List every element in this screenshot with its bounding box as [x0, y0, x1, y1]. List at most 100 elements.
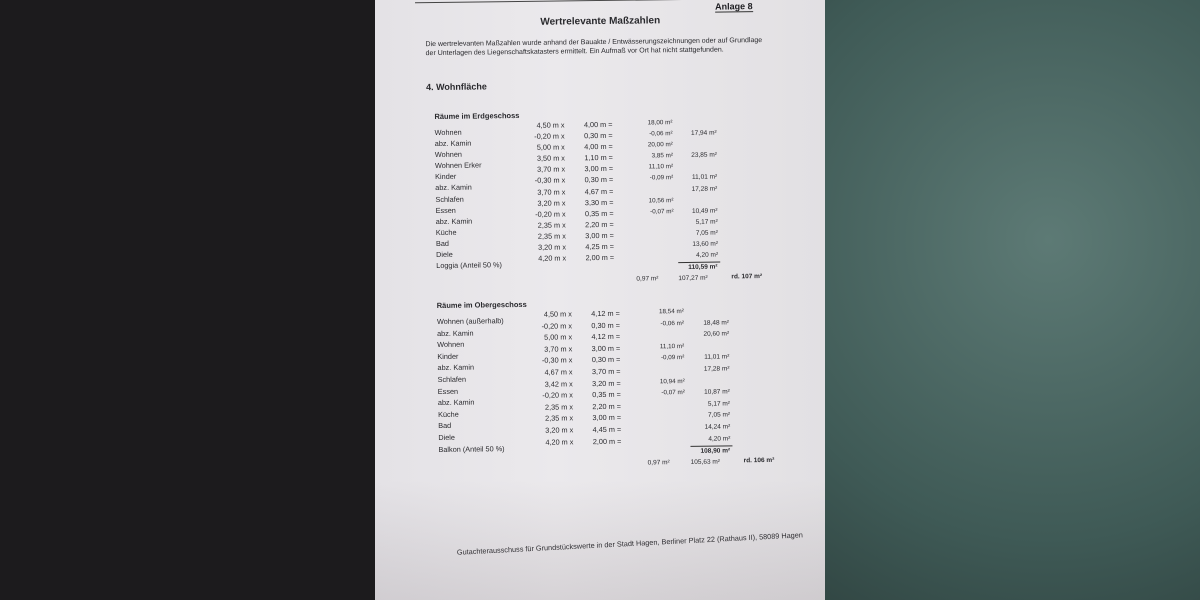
room-area: 5,17 m² [695, 218, 718, 226]
page-title: Wertrelevante Maßzahlen [540, 15, 661, 28]
width: 4,12 m = [591, 331, 621, 342]
length: 2,35 m x [545, 413, 574, 424]
width: 2,20 m = [592, 401, 622, 411]
length: 4,20 m x [538, 253, 567, 263]
width: 4,67 m = [584, 186, 614, 196]
partial-area: -0,07 m² [650, 207, 674, 216]
length: 4,20 m x [545, 436, 574, 447]
length: 5,00 m x [544, 332, 573, 342]
room-area: 17,94 m² [690, 129, 717, 137]
partial-area: 20,00 m² [647, 141, 673, 149]
width: 3,70 m = [591, 366, 621, 377]
room-area [679, 307, 729, 308]
attachment-label: Anlage 8 [715, 1, 753, 13]
partial-area: 3,85 m² [651, 152, 673, 160]
room-area: 14,24 m² [704, 423, 731, 431]
length: 3,20 m x [537, 242, 567, 252]
room-area: 10,49 m² [691, 207, 718, 215]
length: -0,20 m x [534, 131, 565, 141]
room-area [666, 119, 716, 120]
room-name: Loggia (Anteil 50 %) [436, 260, 503, 271]
width: 3,00 m = [591, 343, 621, 353]
partial-area [624, 241, 674, 242]
length: 5,00 m x [536, 142, 565, 152]
length: -0,20 m x [541, 320, 573, 331]
document-page: Anlage 8 Wertrelevante Maßzahlen Die wer… [375, 0, 825, 600]
length: 3,70 m x [544, 344, 573, 354]
partial-area: 18,00 m² [647, 119, 673, 127]
partial-area: 11,10 m² [648, 163, 674, 171]
room-area: 5,17 m² [707, 400, 730, 408]
room-area [667, 141, 717, 142]
length: -0,20 m x [535, 209, 566, 219]
length: 3,20 m x [537, 198, 566, 208]
width: 3,30 m = [584, 197, 614, 207]
room-area: 23,85 m² [691, 151, 717, 160]
deduction-area: 0,97 m² [636, 275, 659, 283]
section-title: 4. Wohnfläche [425, 81, 487, 93]
partial-area: -0,07 m² [661, 389, 685, 397]
room-area [680, 377, 730, 378]
intro-text: Die wertrelevanten Maßzahlen wurde anhan… [425, 37, 763, 58]
partial-area: 10,94 m² [659, 377, 685, 385]
width: 0,35 m = [584, 208, 614, 218]
partial-area: -0,06 m² [660, 319, 684, 327]
rounded-area: rd. 106 m² [743, 457, 775, 465]
partial-area [635, 401, 685, 402]
room-area: 13,60 m² [692, 240, 719, 248]
length: -0,30 m x [541, 355, 573, 366]
room-area: 10,87 m² [704, 388, 730, 396]
length: 3,42 m x [544, 378, 573, 389]
length: 4,50 m x [536, 120, 565, 130]
length: 4,50 m x [543, 309, 572, 319]
partial-area [635, 436, 685, 437]
partial-area [624, 219, 674, 220]
width: 0,30 m = [591, 355, 621, 365]
room-area: 18,48 m² [703, 319, 729, 327]
width: 3,00 m = [584, 164, 614, 174]
length: 2,35 m x [537, 220, 566, 230]
width: 1,10 m = [584, 153, 613, 163]
length: 3,70 m x [537, 164, 566, 175]
deduction-area: 0,97 m² [647, 459, 670, 467]
partial-area [635, 424, 685, 425]
room-area [667, 196, 717, 197]
room-area: 7,05 m² [707, 411, 731, 420]
width: 2,00 m = [592, 436, 622, 446]
partial-area: -0,09 m² [649, 174, 674, 182]
room-area: 4,20 m² [696, 251, 719, 259]
rounded-area: rd. 107 m² [731, 273, 763, 281]
footer-address: Gutachterausschuss für Grundstückswerte … [456, 530, 804, 557]
width: 0,30 m = [591, 320, 621, 330]
group-upper-floor: Räume im Obergeschoss Wohnen (außerhalb) 4… [437, 296, 819, 467]
length: 3,50 m x [536, 153, 565, 164]
partial-area: 10,56 m² [648, 196, 674, 205]
width: 4,12 m = [591, 308, 620, 319]
net-area: 105,63 m² [690, 458, 720, 467]
width: 2,20 m = [585, 219, 614, 230]
net-area: 107,27 m² [678, 275, 708, 283]
partial-area [634, 366, 684, 367]
width: 0,35 m = [592, 389, 621, 400]
width: 3,20 m = [592, 378, 621, 388]
length: 3,70 m x [537, 187, 566, 197]
room-area: 11,01 m² [704, 353, 730, 362]
partial-area: 11,10 m² [659, 342, 685, 351]
length: 3,20 m x [545, 425, 574, 435]
length: 2,35 m x [537, 231, 566, 241]
room-area [679, 342, 729, 343]
header-rule [415, 0, 761, 4]
total-area: 108,90 m² [700, 447, 731, 455]
room-name: Balkon (Anteil 50 %) [438, 443, 505, 454]
length: -0,30 m x [534, 175, 566, 186]
room-area [667, 163, 717, 164]
room-area: 20,60 m² [703, 330, 730, 338]
width: 3,00 m = [585, 230, 614, 241]
partial-area: -0,09 m² [660, 354, 685, 362]
room-area: 11,01 m² [691, 174, 718, 182]
partial-area [624, 252, 674, 253]
width: 4,45 m = [592, 424, 622, 435]
partial-area [624, 230, 674, 231]
width: 0,30 m = [583, 130, 613, 141]
group-ground-floor: Räume im Erdgeschoss Wohnen 4,50 m x 4,00 m… [434, 107, 816, 283]
